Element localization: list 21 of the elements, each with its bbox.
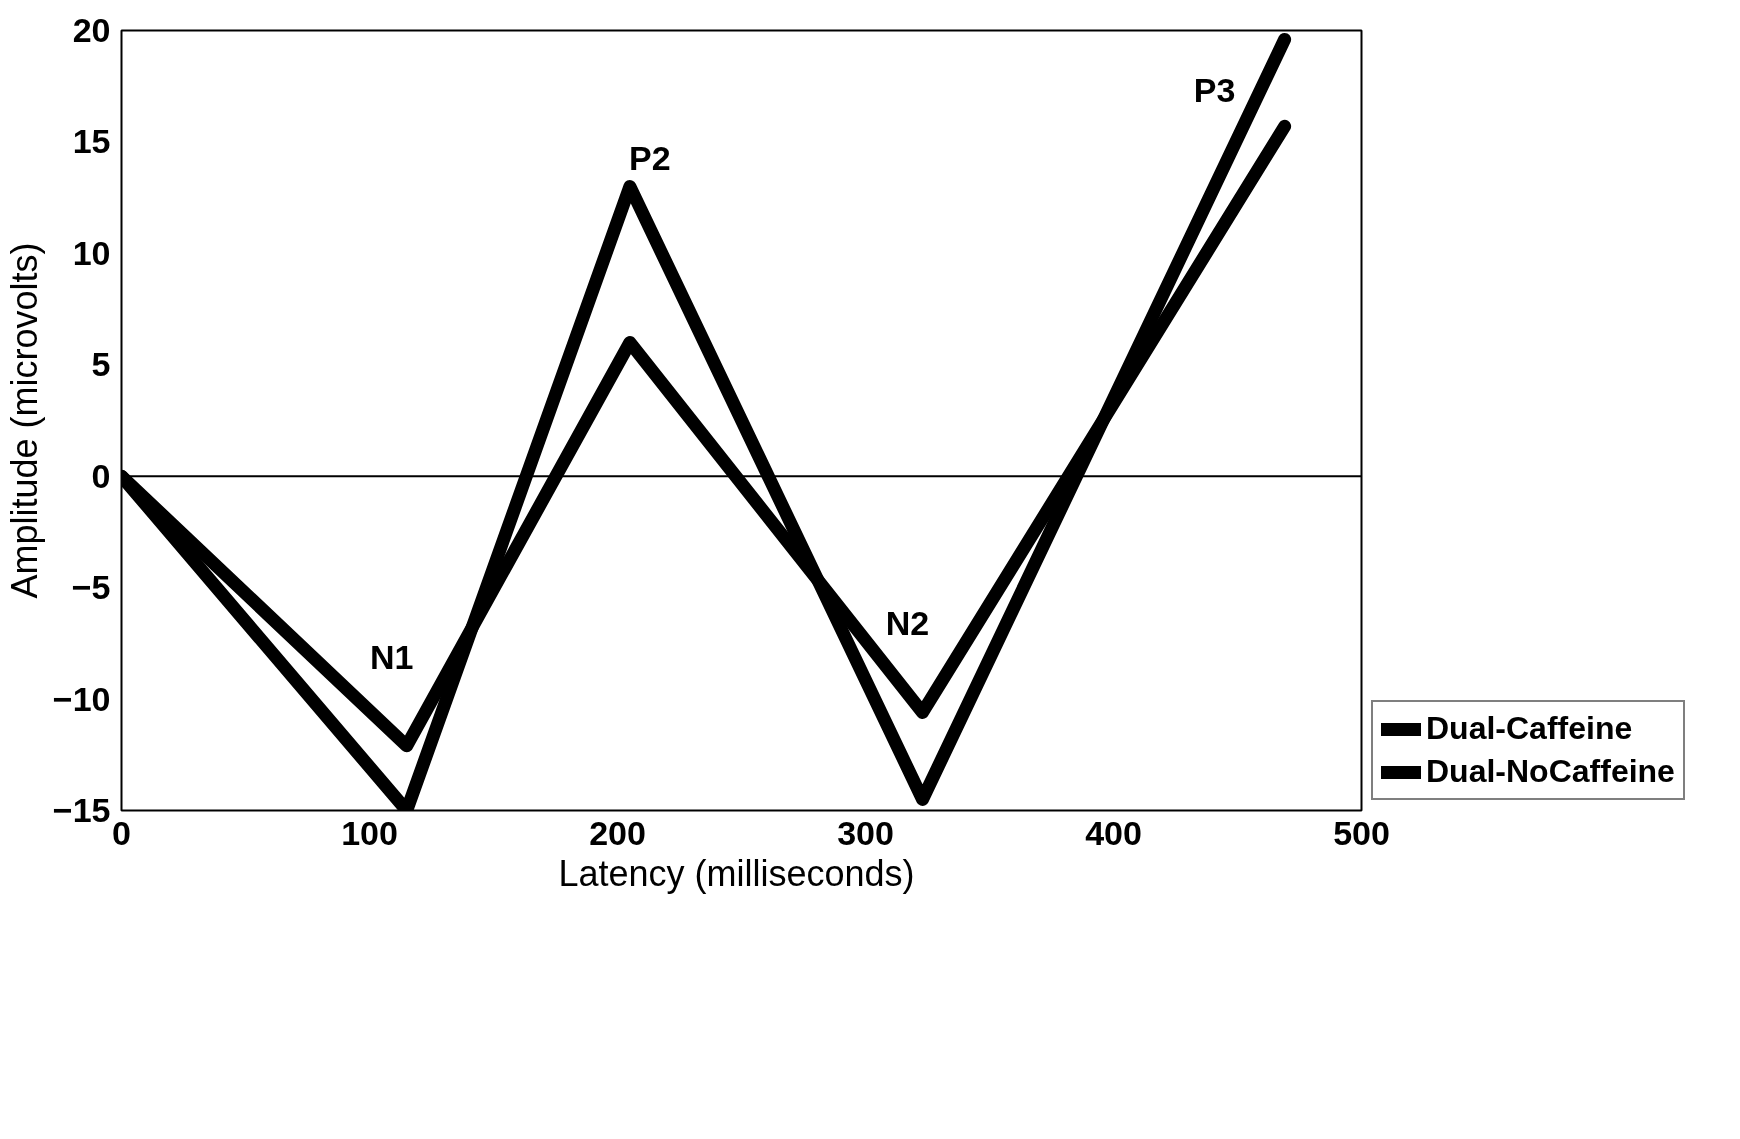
y-tick-label: −10	[52, 679, 111, 718]
x-tick-label: 300	[837, 813, 894, 852]
annotation: P3	[1193, 71, 1236, 110]
x-tick-label: 200	[589, 813, 646, 852]
annotation: N1	[369, 637, 414, 676]
y-tick-label: 0	[91, 456, 111, 495]
legend-label: Dual-Caffeine	[1426, 710, 1633, 747]
x-tick-label: 100	[341, 813, 398, 852]
x-tick-label: 400	[1085, 813, 1142, 852]
y-axis-title: Amplitude (microvolts)	[3, 242, 45, 599]
x-tick-label: 500	[1333, 813, 1390, 852]
y-tick-label: −5	[71, 568, 111, 607]
y-tick-label: 5	[91, 345, 111, 384]
annotation: P2	[629, 138, 671, 177]
y-tick-label: 15	[72, 122, 111, 161]
y-tick-label: 20	[72, 11, 111, 49]
annotation: N2	[885, 604, 930, 643]
x-axis-title: Latency (milliseconds)	[558, 852, 915, 894]
legend-label: Dual-NoCaffeine	[1426, 753, 1675, 790]
y-tick-label: −15	[52, 791, 111, 829]
y-tick-label: 10	[72, 233, 111, 272]
